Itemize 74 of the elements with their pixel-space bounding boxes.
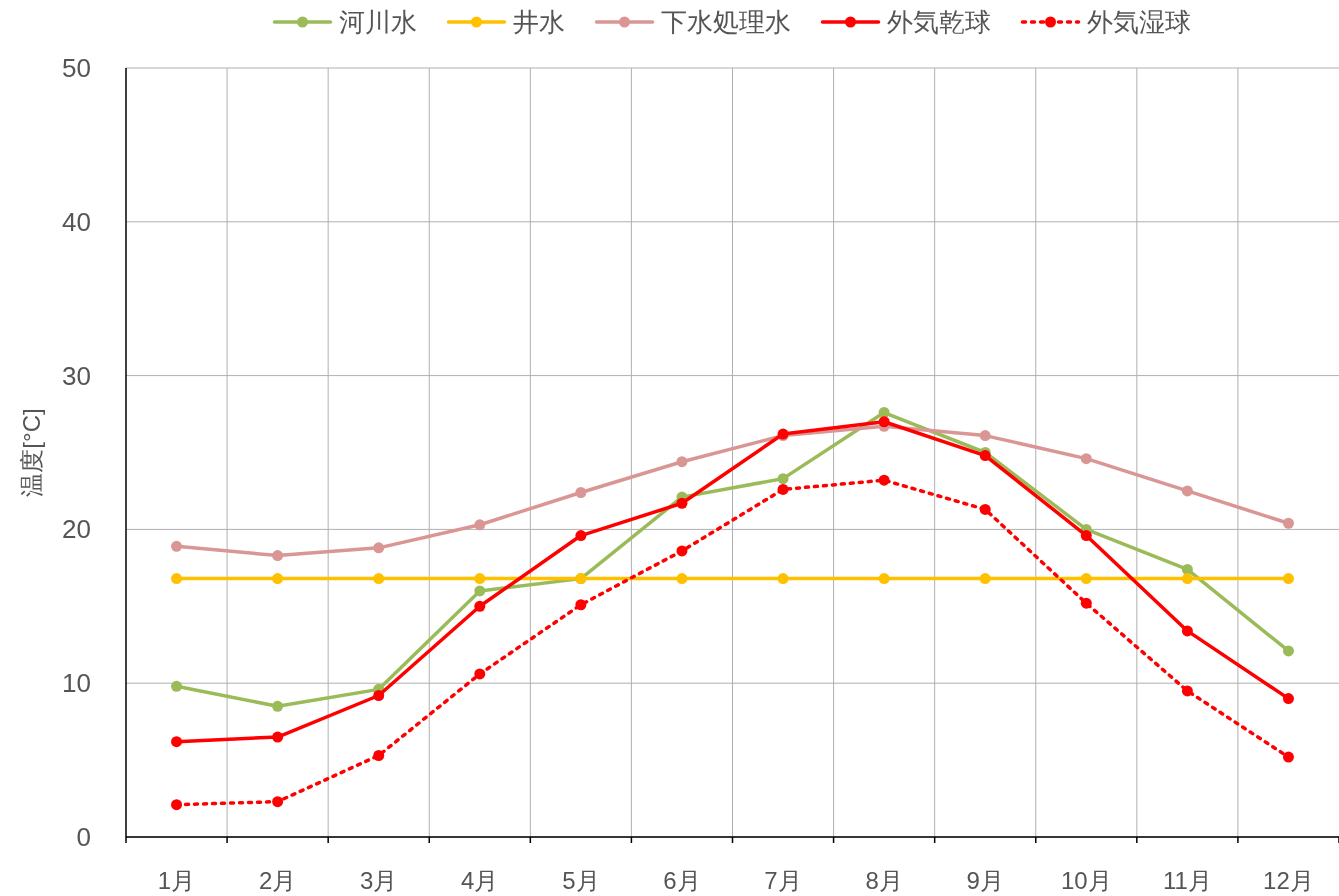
point xyxy=(1282,573,1294,585)
point xyxy=(575,530,587,542)
point xyxy=(1181,685,1193,697)
point xyxy=(1181,625,1193,637)
point xyxy=(474,600,486,612)
y-tick-label: 20 xyxy=(62,514,91,545)
point xyxy=(676,573,688,585)
y-tick-label: 40 xyxy=(62,206,91,237)
point xyxy=(171,680,183,692)
point xyxy=(171,540,183,552)
x-tick-label: 9月 xyxy=(966,867,1004,894)
point xyxy=(676,456,688,468)
point xyxy=(979,450,991,462)
y-tick-label: 30 xyxy=(62,360,91,391)
x-tick-label: 4月 xyxy=(461,867,499,894)
point xyxy=(474,519,486,531)
x-tick-label: 3月 xyxy=(360,867,398,894)
point xyxy=(272,700,284,712)
y-tick-label: 0 xyxy=(76,822,91,852)
point xyxy=(979,503,991,515)
point xyxy=(979,573,991,585)
x-tick-label: 8月 xyxy=(865,867,903,894)
point xyxy=(777,483,789,495)
point xyxy=(979,430,991,442)
point xyxy=(373,690,385,701)
legend-label: 下水処理水 xyxy=(660,7,791,37)
x-tick-label: 2月 xyxy=(258,867,297,894)
point xyxy=(272,731,284,743)
legend-label: 外気乾球 xyxy=(886,7,991,37)
legend-label: 井水 xyxy=(512,7,565,37)
point xyxy=(1080,453,1092,465)
point xyxy=(1282,517,1294,529)
x-tick-label: 1月 xyxy=(157,867,196,894)
point xyxy=(1080,597,1092,609)
x-tick-label: 10月 xyxy=(1060,867,1112,894)
point xyxy=(1080,573,1092,585)
point xyxy=(171,573,183,585)
point xyxy=(777,473,789,485)
point xyxy=(878,416,890,428)
point xyxy=(373,749,385,761)
point xyxy=(676,497,688,509)
x-tick-label: 7月 xyxy=(764,867,802,894)
point xyxy=(676,545,688,557)
x-tick-label: 5月 xyxy=(562,867,600,894)
point xyxy=(1181,485,1193,497)
point xyxy=(171,799,183,811)
point xyxy=(1282,645,1294,657)
point xyxy=(474,573,486,585)
point xyxy=(272,550,284,562)
x-tick-label: 12月 xyxy=(1263,867,1314,894)
point xyxy=(171,736,183,748)
point xyxy=(1080,530,1092,542)
x-tick-label: 11月 xyxy=(1162,867,1212,894)
point xyxy=(1181,573,1193,585)
x-tick-label: 6月 xyxy=(663,867,701,894)
point xyxy=(575,486,587,498)
point xyxy=(777,573,789,585)
point xyxy=(272,796,284,808)
point xyxy=(1181,563,1193,575)
legend-label: 河川水 xyxy=(338,7,417,37)
point xyxy=(474,668,486,680)
y-tick-label: 50 xyxy=(62,53,91,83)
point xyxy=(1282,751,1294,763)
point xyxy=(575,599,587,611)
point xyxy=(373,542,385,554)
point xyxy=(1282,693,1294,705)
point xyxy=(272,573,284,585)
point xyxy=(878,474,890,486)
legend-label: 外気湿球 xyxy=(1086,7,1191,37)
point xyxy=(474,585,486,597)
y-tick-label: 10 xyxy=(62,668,91,699)
y-axis-title: 温度[°C] xyxy=(18,408,45,497)
point xyxy=(373,573,385,585)
point xyxy=(878,573,890,585)
